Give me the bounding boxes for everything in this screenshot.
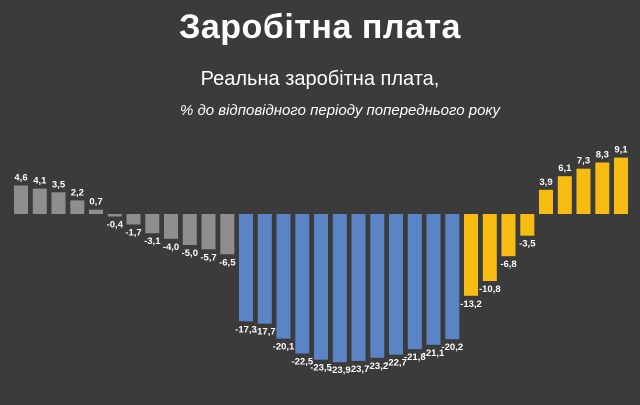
bar-11 — [201, 214, 216, 250]
data-label-17: -23,5 — [310, 363, 332, 374]
data-label-11: -5,7 — [200, 252, 216, 263]
bar-19 — [351, 214, 366, 361]
bar-28 — [520, 214, 535, 236]
data-label-16: -22,5 — [291, 357, 313, 368]
bar-25 — [464, 214, 478, 296]
data-label-29: 3,9 — [539, 177, 552, 188]
bar-13 — [239, 214, 253, 322]
data-label-32: 8,3 — [596, 150, 609, 161]
bar-4 — [70, 200, 85, 214]
data-label-5: 0,7 — [89, 197, 102, 208]
data-label-28: -3,5 — [519, 239, 536, 250]
data-label-9: -4,0 — [163, 242, 179, 253]
bar-2 — [32, 188, 47, 214]
bar-1 — [14, 185, 28, 214]
bar-23 — [426, 214, 441, 345]
data-label-10: -5,0 — [182, 248, 198, 259]
data-label-22: -21,8 — [404, 352, 426, 363]
bar-30 — [557, 176, 572, 214]
bar-32 — [595, 162, 610, 214]
bar-17 — [314, 214, 328, 360]
bar-5 — [89, 209, 103, 214]
bar-15 — [276, 214, 291, 339]
bar-22 — [407, 214, 422, 350]
data-label-13: -17,3 — [235, 324, 257, 335]
bar-29 — [539, 189, 553, 214]
data-label-12: -6,5 — [219, 257, 236, 268]
chart-subtitle-units: % до відповідного періоду попереднього р… — [179, 102, 501, 119]
data-label-7: -1,7 — [125, 228, 141, 239]
data-label-1: 4,6 — [14, 173, 27, 184]
data-label-33: 9,1 — [614, 145, 628, 156]
data-label-8: -3,1 — [144, 236, 161, 247]
data-label-4: 2,2 — [71, 187, 84, 198]
bar-16 — [295, 214, 310, 354]
bar-21 — [389, 214, 403, 355]
chart-subtitle: Реальна заробітна плата, — [200, 68, 440, 90]
data-label-24: -20,2 — [441, 342, 463, 353]
data-label-23: -21,1 — [423, 348, 445, 359]
data-label-20: -23,2 — [366, 361, 388, 372]
bar-20 — [370, 214, 385, 358]
data-label-26: -10,8 — [479, 284, 501, 295]
data-label-25: -13,2 — [460, 299, 482, 310]
data-label-14: -17,7 — [254, 327, 276, 338]
data-label-31: 7,3 — [577, 156, 590, 167]
data-label-18: -23,9 — [329, 365, 351, 376]
bar-8 — [145, 214, 160, 234]
bar-7 — [126, 214, 141, 225]
bar-27 — [501, 214, 516, 257]
bar-18 — [332, 214, 347, 363]
bar-26 — [482, 214, 497, 281]
bar-24 — [445, 214, 460, 340]
data-label-27: -6,8 — [500, 259, 516, 270]
bar-33 — [614, 157, 628, 214]
chart-title: Заробітна плата — [179, 8, 461, 46]
data-label-15: -20,1 — [273, 342, 295, 353]
bar-31 — [576, 168, 591, 214]
bar-10 — [182, 214, 197, 245]
bar-6 — [107, 214, 122, 217]
data-label-3: 3,5 — [52, 179, 66, 190]
bar-12 — [220, 214, 235, 255]
data-label-21: -22,7 — [385, 358, 407, 369]
data-label-30: 6,1 — [558, 163, 572, 174]
data-label-6: -0,4 — [107, 220, 124, 231]
bar-14 — [257, 214, 272, 324]
data-label-2: 4,1 — [33, 176, 47, 187]
bar-9 — [164, 214, 178, 239]
data-label-19: -23,7 — [348, 364, 370, 375]
bar-3 — [51, 192, 66, 214]
